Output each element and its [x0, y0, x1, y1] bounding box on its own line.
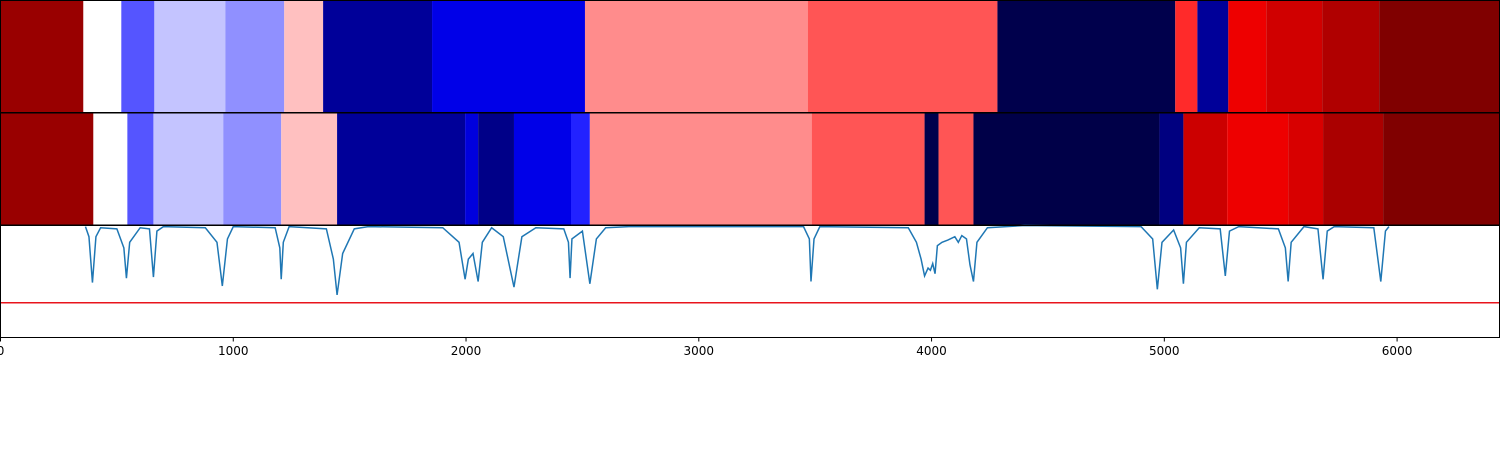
segment: [997, 0, 1176, 113]
x-tick-label: 1000: [218, 344, 249, 358]
segment: [153, 113, 224, 225]
line: [84, 224, 1390, 296]
segment: [323, 0, 433, 113]
segment: [1323, 113, 1384, 225]
segment: [1183, 113, 1228, 225]
segment: [589, 113, 812, 225]
x-tick-label: 0: [0, 344, 4, 358]
segment: [1266, 0, 1323, 113]
segment: [127, 113, 154, 225]
segment: [1227, 113, 1289, 225]
segment: [1175, 0, 1198, 113]
segment: [83, 0, 122, 113]
segment: [225, 0, 285, 113]
segment: [1228, 0, 1267, 113]
segment: [337, 113, 466, 225]
x-tick-label: 3000: [684, 344, 715, 358]
x-tick-label: 5000: [1149, 344, 1180, 358]
segment: [973, 113, 1160, 225]
segment: [1383, 113, 1500, 225]
segment: [1159, 113, 1184, 225]
segment: [0, 0, 84, 113]
segment: [1322, 0, 1380, 113]
segment: [1197, 0, 1229, 113]
segment: [1288, 113, 1324, 225]
segment: [571, 113, 590, 225]
segment: [432, 0, 585, 113]
segment: [1379, 0, 1500, 113]
segment: [281, 113, 338, 225]
segment: [924, 113, 939, 225]
segment: [513, 113, 572, 225]
x-tick-label: 6000: [1382, 344, 1413, 358]
segment: [284, 0, 324, 113]
segment: [121, 0, 155, 113]
segment: [93, 113, 128, 225]
segment: [938, 113, 974, 225]
segment: [154, 0, 226, 113]
segment: [223, 113, 282, 225]
segment: [0, 113, 94, 225]
x-tick-label: 4000: [916, 344, 947, 358]
segment: [465, 113, 479, 225]
segment: [807, 0, 998, 113]
segment: [811, 113, 925, 225]
x-tick-label: 2000: [451, 344, 482, 358]
panel-frame: [0, 225, 1500, 338]
segment: [584, 0, 808, 113]
segment: [478, 113, 514, 225]
